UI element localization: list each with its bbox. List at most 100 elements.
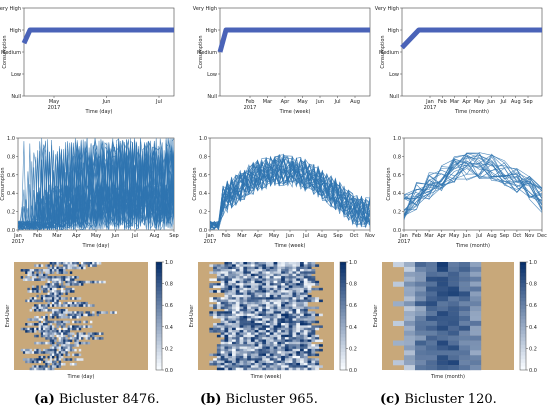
bot-panel-0-cell [60, 276, 64, 279]
bot-panel-2-cell [415, 325, 427, 331]
bot-panel-1-cell [277, 271, 282, 274]
bot-panel-0-cell [78, 334, 82, 338]
bot-panel-0-cell [34, 304, 37, 307]
bot-panel-1-cell [315, 287, 320, 291]
bot-panel-1-cell [288, 346, 293, 350]
bot-panel-1-cell [269, 355, 274, 359]
bot-panel-1-cell [262, 348, 267, 352]
bot-panel-1-cell [296, 313, 301, 317]
bot-panel-0-cell [56, 325, 59, 328]
bot-panel-0-cell [81, 358, 84, 361]
bot-panel-0-cell [56, 278, 59, 281]
bot-panel-1-cell [266, 341, 270, 345]
bot-panel-0-colorbar-step [156, 344, 162, 349]
bot-panel-1-cell [266, 346, 270, 350]
bot-panel-1-cell [254, 262, 259, 265]
bot-panel-0-cell [43, 278, 46, 281]
bot-panel-1-cell [307, 290, 312, 293]
bot-panel-2-cell [459, 276, 471, 282]
bot-panel-0-cell [45, 360, 48, 364]
bot-panel-0-cell [40, 355, 44, 359]
mid-panel-2-xtick-label: Nov [525, 233, 535, 239]
bot-panel-1-cell [224, 348, 229, 352]
bot-panel-1-cell [247, 367, 252, 371]
bot-panel-0-cell [76, 353, 79, 357]
bot-panel-1-cell [284, 271, 289, 274]
bot-panel-1-cell [239, 273, 244, 277]
bot-panel-0-cell [69, 280, 73, 284]
bot-panel-1-cell [243, 318, 248, 321]
bot-panel-1-cell [254, 311, 259, 314]
bot-panel-1-cell [273, 306, 278, 310]
bot-panel-1-colorbar-step [340, 352, 346, 356]
bot-panel-1-cell [224, 316, 229, 319]
bot-panel-1-cell [243, 290, 248, 293]
bot-panel-0-cell [74, 325, 77, 328]
bot-panel-0-cell [51, 325, 55, 328]
bot-panel-1-cell [300, 330, 304, 333]
bot-panel-1-cell [269, 269, 274, 272]
bot-panel-1-cell [315, 280, 320, 284]
bot-panel-1-cell [303, 367, 308, 371]
bot-panel-0-cell [60, 297, 64, 300]
bot-panel-0-cell [34, 341, 37, 345]
bot-panel-1-cell [266, 353, 270, 357]
bot-panel-2-cell [404, 262, 416, 268]
bot-panel-0-cell [49, 327, 53, 331]
bot-panel-1-cell [213, 266, 218, 270]
bot-panel-0-cell [40, 304, 44, 307]
bot-panel-1-cell [307, 332, 312, 335]
mid-panel-1-xlabel: Time (week) [274, 243, 306, 249]
bot-panel-1-cell [318, 348, 323, 352]
bot-panel-1-cell [224, 355, 229, 359]
bot-panel-1-cell [281, 360, 286, 364]
bot-panel-0-colorbar-step [156, 283, 162, 288]
bot-panel-1-cell [247, 262, 252, 265]
bot-panel-1-cell [292, 311, 297, 314]
bot-panel-2-cell [470, 365, 482, 371]
bot-panel-1-cell [258, 358, 263, 361]
bot-panel-1-cell [307, 344, 312, 347]
bot-panel-1-cell [266, 323, 270, 326]
bot-panel-1-cell [254, 292, 259, 296]
bot-panel-1-cell [239, 346, 244, 350]
bot-panel-0-cell [69, 301, 73, 305]
bot-panel-1-cell [258, 308, 263, 312]
bot-panel-1-cell [220, 332, 225, 335]
bot-panel-1-cell [250, 292, 255, 296]
bot-panel-1-colorbar-step [340, 366, 346, 371]
bot-panel-1-cell [296, 280, 301, 284]
bot-panel-1-cell [303, 262, 308, 265]
bot-panel-1-cell [224, 269, 229, 272]
bot-panel-1-cell [292, 285, 297, 289]
bot-panel-2-cell [459, 365, 471, 371]
bot-panel-0-cell [60, 313, 64, 317]
bot-panel-0-cell [45, 348, 48, 352]
bot-panel-1-cell [307, 294, 312, 298]
bot-panel-0-cell [67, 262, 71, 265]
bot-panel-1-cell [224, 299, 229, 303]
bot-panel-2-colorbar-step [520, 348, 526, 353]
bot-panel-1-cell [277, 353, 282, 357]
bot-panel-0-cell [51, 316, 55, 319]
bot-panel-1-cell [303, 323, 308, 326]
bot-panel-1-cell [269, 362, 274, 366]
bot-panel-0-cell [63, 264, 66, 267]
bot-panel-0-cell [69, 316, 73, 319]
bot-panel-2-cell [448, 320, 460, 327]
bot-panel-1-cell [284, 337, 289, 340]
bot-panel-0-cell [65, 292, 68, 296]
bot-panel-0-cell [51, 262, 55, 265]
bot-panel-0-colorbar-tick-label: 0.0 [165, 368, 173, 374]
bot-panel-0-cell [56, 299, 59, 303]
bot-panel-1-cell [300, 285, 304, 289]
mid-panel-2-series-line [404, 154, 542, 216]
bot-panel-1-cell [300, 269, 304, 272]
bot-panel-1-cell [216, 299, 221, 303]
bot-panel-1-cell [288, 358, 293, 361]
bot-panel-1-cell [300, 278, 304, 281]
bot-panel-1-cell [235, 306, 240, 310]
bot-panel-1-cell [284, 290, 289, 293]
bot-panel-0-cell [74, 327, 77, 331]
bot-panel-0-cell [67, 341, 71, 345]
